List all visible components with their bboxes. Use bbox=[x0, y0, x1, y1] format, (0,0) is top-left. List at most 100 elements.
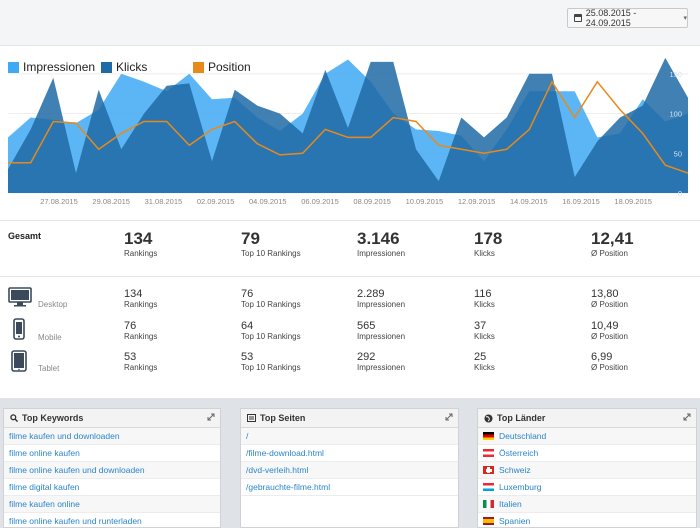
keyword-link[interactable]: filme kaufen und downloaden bbox=[4, 428, 220, 445]
legend-klicks[interactable]: Klicks bbox=[101, 60, 147, 74]
total-position: 12,41 Ø Position bbox=[591, 229, 634, 258]
country-link[interactable]: Spanien bbox=[478, 513, 696, 528]
stat-label: Top 10 Rankings bbox=[241, 300, 301, 309]
flag-at-icon bbox=[483, 449, 494, 457]
keyword-link[interactable]: filme digital kaufen bbox=[4, 479, 220, 496]
device-stat-clicks: 37 Klicks bbox=[474, 320, 495, 341]
stat-value: 37 bbox=[474, 320, 487, 332]
widget-header: Top Keywords bbox=[4, 409, 220, 428]
date-range-label: 25.08.2015 - 24.09.2015 bbox=[585, 8, 637, 28]
x-tick-label: 27.08.2015 bbox=[40, 197, 78, 206]
country-list: Deutschland Österreich Schweiz Luxemburg Ita… bbox=[478, 428, 696, 528]
expand-icon[interactable] bbox=[683, 413, 691, 423]
expand-icon[interactable] bbox=[445, 413, 453, 423]
stat-label: Rankings bbox=[124, 300, 158, 309]
x-tick-label: 31.08.2015 bbox=[145, 197, 183, 206]
device-stat-top10: 76 Top 10 Rankings bbox=[241, 288, 301, 309]
widget-title: Top Keywords bbox=[22, 413, 84, 423]
device-stat-impressions: 565 Impressionen bbox=[357, 320, 405, 341]
stat-value: 79 bbox=[241, 229, 260, 248]
stat-label: Klicks bbox=[474, 363, 495, 372]
stat-value: 64 bbox=[241, 320, 254, 332]
stat-value: 6,99 bbox=[591, 351, 613, 363]
device-stat-position: 13,80 Ø Position bbox=[591, 288, 628, 309]
top-bar: 25.08.2015 - 24.09.2015 ▾ bbox=[0, 0, 700, 46]
x-tick-label: 04.09.2015 bbox=[249, 197, 287, 206]
flag-de-icon bbox=[483, 432, 494, 440]
device-stat-clicks: 25 Klicks bbox=[474, 351, 495, 372]
device-stat-impressions: 292 Impressionen bbox=[357, 351, 405, 372]
chevron-down-icon: ▾ bbox=[683, 15, 687, 22]
stat-value: 53 bbox=[124, 351, 137, 363]
device-stat-position: 6,99 Ø Position bbox=[591, 351, 628, 372]
globe-icon bbox=[484, 414, 493, 423]
x-tick-label: 08.09.2015 bbox=[353, 197, 391, 206]
device-stat-rankings: 76 Rankings bbox=[124, 320, 157, 341]
traffic-chart: 27.08.2015 29.08.2015 31.08.2015 02.09.2015… bbox=[8, 57, 689, 206]
country-link[interactable]: Italien bbox=[478, 496, 696, 513]
stat-label: Impressionen bbox=[357, 363, 406, 372]
expand-icon[interactable] bbox=[207, 413, 215, 423]
keyword-link[interactable]: filme online kaufen bbox=[4, 445, 220, 462]
flag-it-icon bbox=[483, 500, 494, 508]
page-link[interactable]: /gebrauchte-filme.html bbox=[241, 479, 458, 496]
total-top10: 79 Top 10 Rankings bbox=[241, 229, 301, 258]
stat-value: 178 bbox=[474, 229, 503, 248]
keyword-link[interactable]: filme kaufen online bbox=[4, 496, 220, 513]
x-tick-label: 18.09.2015 bbox=[614, 197, 652, 206]
stat-value: 25 bbox=[474, 351, 487, 363]
device-label-tablet: Tablet bbox=[38, 364, 60, 373]
legend-swatch bbox=[193, 61, 204, 73]
stat-value: 565 bbox=[357, 320, 376, 332]
country-link[interactable]: Luxemburg bbox=[478, 479, 696, 496]
keyword-list: filme kaufen und downloaden filme online … bbox=[4, 428, 220, 528]
stat-label: Impressionen bbox=[357, 300, 406, 309]
flag-ch-icon bbox=[483, 466, 494, 474]
device-stat-rankings: 134 Rankings bbox=[124, 288, 157, 309]
country-name: Italien bbox=[499, 499, 522, 509]
legend-swatch bbox=[101, 61, 112, 73]
stat-label: Rankings bbox=[124, 332, 158, 341]
country-name: Luxemburg bbox=[499, 482, 542, 492]
device-stat-position: 10,49 Ø Position bbox=[591, 320, 628, 341]
legend-position[interactable]: Position bbox=[193, 60, 251, 74]
flag-es-icon bbox=[483, 517, 494, 525]
top-countries-widget: Top Länder Deutschland Österreich Schweiz L… bbox=[477, 408, 697, 528]
keyword-link[interactable]: filme online kaufen und downloaden bbox=[4, 462, 220, 479]
x-tick-label: 06.09.2015 bbox=[301, 197, 339, 206]
mobile-icon bbox=[13, 318, 25, 340]
page-link[interactable]: /dvd-verleih.html bbox=[241, 462, 458, 479]
x-tick-label: 14.09.2015 bbox=[510, 197, 548, 206]
stat-label: Ø Position bbox=[591, 300, 628, 309]
device-label-desktop: Desktop bbox=[38, 300, 68, 309]
stat-value: 13,80 bbox=[591, 288, 619, 300]
country-link[interactable]: Schweiz bbox=[478, 462, 696, 479]
stat-value: 53 bbox=[241, 351, 254, 363]
keyword-link[interactable]: filme online kaufen und runterladen bbox=[4, 513, 220, 528]
widget-header: Top Länder bbox=[478, 409, 696, 428]
y-tick-label: 100 bbox=[669, 110, 682, 119]
total-clicks: 178 Klicks bbox=[474, 229, 502, 258]
page-link[interactable]: / bbox=[241, 428, 458, 445]
date-range-picker[interactable]: 25.08.2015 - 24.09.2015 ▾ bbox=[567, 8, 688, 28]
page-link[interactable]: /filme-download.html bbox=[241, 445, 458, 462]
stat-label: Top 10 Rankings bbox=[241, 249, 301, 258]
stat-value: 76 bbox=[124, 320, 137, 332]
chart-areas bbox=[8, 57, 689, 194]
page-icon bbox=[247, 414, 256, 422]
stat-label: Rankings bbox=[124, 363, 158, 372]
stat-value: 134 bbox=[124, 288, 143, 300]
page-list: //filme-download.html/dvd-verleih.html/g… bbox=[241, 428, 458, 496]
legend-impressionen[interactable]: Impressionen bbox=[8, 60, 95, 74]
stat-value: 12,41 bbox=[591, 229, 634, 248]
flag-lu-icon bbox=[483, 483, 494, 491]
divider bbox=[0, 220, 700, 221]
country-link[interactable]: Deutschland bbox=[478, 428, 696, 445]
top-keywords-widget: Top Keywords filme kaufen und downloaden… bbox=[3, 408, 221, 528]
country-name: Spanien bbox=[499, 516, 531, 526]
device-label-mobile: Mobile bbox=[38, 333, 62, 342]
country-link[interactable]: Österreich bbox=[478, 445, 696, 462]
device-stat-top10: 64 Top 10 Rankings bbox=[241, 320, 301, 341]
legend-label: Klicks bbox=[116, 60, 148, 74]
device-stat-top10: 53 Top 10 Rankings bbox=[241, 351, 301, 372]
